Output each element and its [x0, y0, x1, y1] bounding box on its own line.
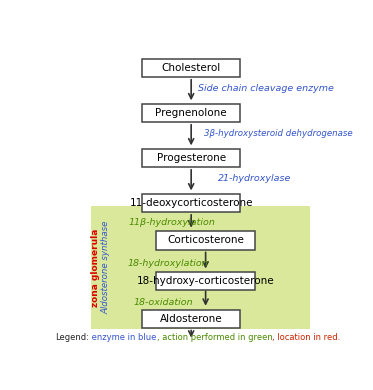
Text: , location in red.: , location in red.	[272, 333, 341, 342]
Bar	[142, 194, 240, 212]
Text: 21-hydroxylase: 21-hydroxylase	[218, 174, 291, 183]
Text: 18-oxidation: 18-oxidation	[134, 298, 194, 307]
Text: 18-hydroxy-corticosterone: 18-hydroxy-corticosterone	[137, 276, 275, 286]
Text: Progesterone: Progesterone	[157, 153, 226, 163]
Text: Aldosterone: Aldosterone	[160, 314, 222, 324]
Bar	[91, 206, 310, 329]
Text: 18-hydroxylation: 18-hydroxylation	[128, 259, 209, 268]
Text: Legend:: Legend:	[55, 333, 89, 342]
Bar	[157, 232, 255, 250]
Bar	[157, 272, 255, 290]
Text: Pregnenolone: Pregnenolone	[155, 108, 227, 118]
Text: , action performed in green: , action performed in green	[157, 333, 272, 342]
Text: 3β-hydroxysteroid dehydrogenase: 3β-hydroxysteroid dehydrogenase	[204, 129, 352, 138]
Text: Aldosterone synthase: Aldosterone synthase	[101, 221, 110, 314]
Bar	[142, 59, 240, 77]
Text: 11β-hydroxylation: 11β-hydroxylation	[129, 218, 216, 227]
Text: Side chain cleavage enzyme: Side chain cleavage enzyme	[198, 84, 334, 93]
Text: enzyme in blue: enzyme in blue	[89, 333, 157, 342]
Text: 11-deoxycorticosterone: 11-deoxycorticosterone	[129, 198, 253, 208]
Bar	[142, 310, 240, 328]
Text: Cholesterol: Cholesterol	[162, 63, 221, 73]
Text: Corticosterone: Corticosterone	[167, 236, 244, 245]
Bar	[142, 104, 240, 122]
Bar	[142, 149, 240, 167]
Text: zona glomerula: zona glomerula	[91, 228, 100, 307]
